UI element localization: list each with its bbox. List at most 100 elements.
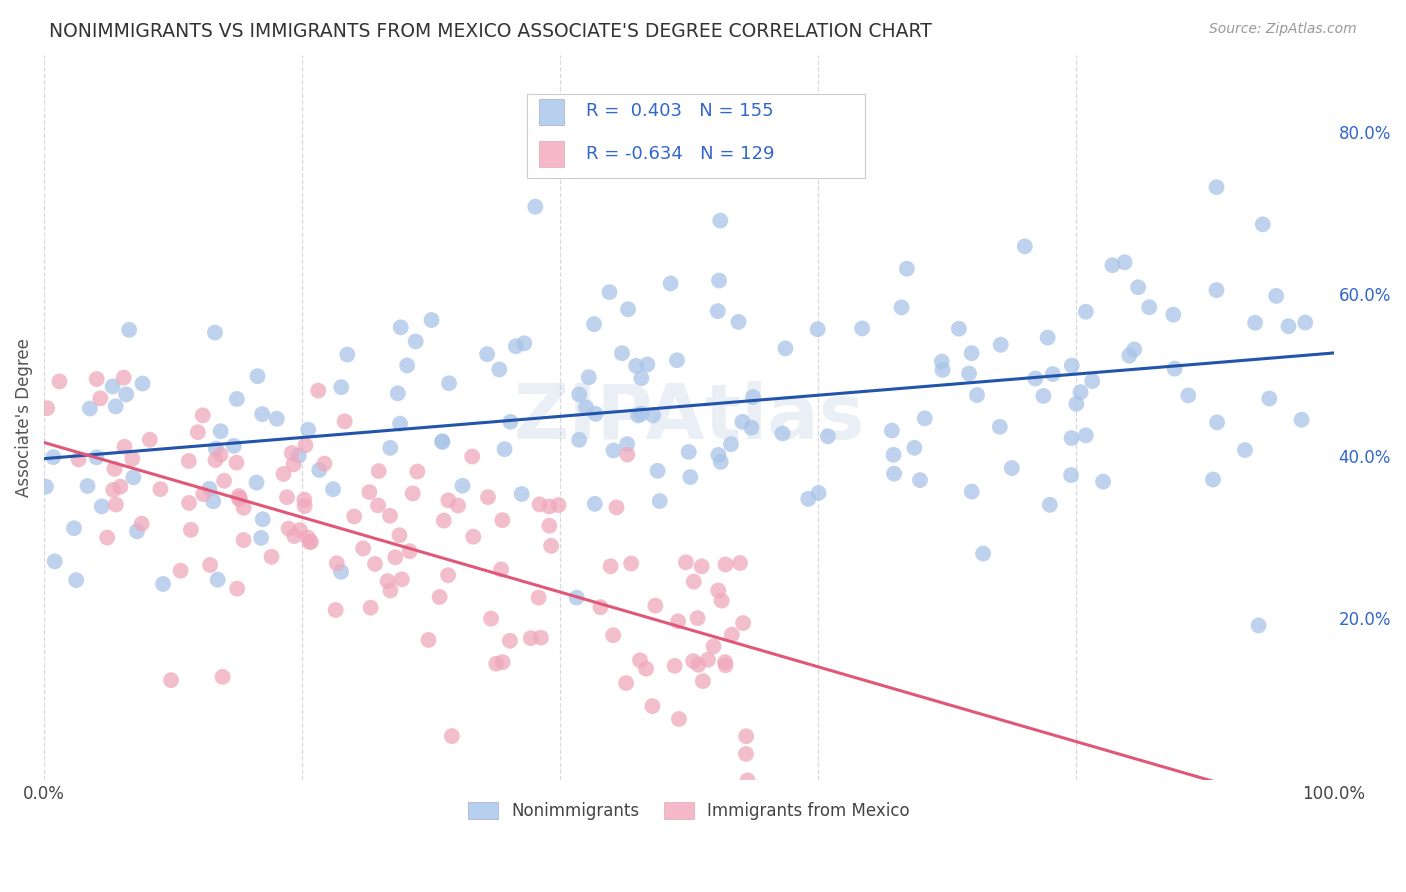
Point bbox=[575, 401, 598, 415]
Point bbox=[1177, 388, 1199, 402]
Point bbox=[647, 464, 669, 478]
Point bbox=[1036, 330, 1059, 344]
Point bbox=[817, 429, 839, 443]
Point bbox=[714, 658, 737, 673]
Point bbox=[678, 445, 700, 459]
Point bbox=[740, 420, 762, 434]
Point bbox=[266, 411, 288, 425]
Point bbox=[398, 544, 420, 558]
Point bbox=[228, 489, 250, 503]
Point bbox=[1244, 316, 1267, 330]
Point bbox=[1001, 461, 1024, 475]
Point bbox=[914, 411, 936, 425]
Point bbox=[710, 455, 733, 469]
Point bbox=[420, 313, 443, 327]
Point bbox=[682, 654, 704, 668]
Point bbox=[641, 699, 664, 714]
Point bbox=[294, 438, 316, 452]
Point bbox=[35, 480, 58, 494]
Point bbox=[118, 323, 141, 337]
Point bbox=[1039, 498, 1062, 512]
Point bbox=[485, 657, 508, 671]
Point bbox=[583, 497, 606, 511]
Point bbox=[1258, 392, 1281, 406]
Point bbox=[104, 400, 127, 414]
Point bbox=[115, 387, 138, 401]
Point bbox=[232, 500, 254, 515]
Point bbox=[294, 499, 316, 513]
Point bbox=[125, 524, 148, 539]
Point bbox=[44, 554, 66, 568]
Point bbox=[538, 518, 561, 533]
Point bbox=[222, 439, 245, 453]
Point bbox=[807, 486, 830, 500]
Point bbox=[807, 322, 830, 336]
Point bbox=[1206, 416, 1229, 430]
Point bbox=[260, 549, 283, 564]
Point bbox=[273, 467, 295, 481]
Point bbox=[418, 632, 440, 647]
Legend: Nonimmigrants, Immigrants from Mexico: Nonimmigrants, Immigrants from Mexico bbox=[461, 795, 917, 826]
Point bbox=[737, 773, 759, 788]
Point bbox=[540, 539, 562, 553]
Point bbox=[707, 273, 730, 287]
Point bbox=[204, 453, 226, 467]
Point bbox=[1060, 359, 1083, 373]
Text: R =  0.403   N = 155: R = 0.403 N = 155 bbox=[586, 103, 773, 120]
Point bbox=[1233, 443, 1256, 458]
Point bbox=[207, 573, 229, 587]
Point bbox=[1092, 475, 1115, 489]
Point bbox=[281, 446, 304, 460]
Point bbox=[277, 522, 299, 536]
Point bbox=[1081, 374, 1104, 388]
Point bbox=[86, 372, 108, 386]
Point bbox=[714, 655, 737, 669]
Point bbox=[405, 334, 427, 349]
Point bbox=[1066, 397, 1088, 411]
Point bbox=[547, 498, 569, 512]
Point bbox=[697, 653, 720, 667]
Point bbox=[475, 347, 498, 361]
Point bbox=[513, 336, 536, 351]
Point bbox=[1163, 361, 1185, 376]
Point bbox=[634, 662, 657, 676]
Point bbox=[636, 358, 658, 372]
Point bbox=[686, 611, 709, 625]
Text: ZIPAtlas: ZIPAtlas bbox=[513, 381, 865, 455]
Point bbox=[688, 657, 710, 672]
Point bbox=[707, 583, 730, 598]
Point bbox=[211, 670, 233, 684]
Point bbox=[908, 473, 931, 487]
Point bbox=[396, 359, 419, 373]
Point bbox=[931, 354, 953, 368]
Point bbox=[1123, 343, 1146, 357]
Point bbox=[37, 401, 59, 416]
Point bbox=[152, 577, 174, 591]
Point bbox=[1074, 304, 1097, 318]
Point bbox=[360, 600, 382, 615]
Point bbox=[432, 434, 454, 449]
Point bbox=[620, 557, 643, 571]
Point bbox=[602, 628, 624, 642]
Point bbox=[499, 415, 522, 429]
Point bbox=[364, 557, 387, 571]
Point bbox=[1042, 367, 1064, 381]
Point bbox=[772, 426, 794, 441]
Point bbox=[1126, 280, 1149, 294]
Point bbox=[903, 441, 925, 455]
Point bbox=[1163, 308, 1185, 322]
Point bbox=[225, 392, 247, 406]
Point bbox=[202, 494, 225, 508]
Point bbox=[297, 531, 319, 545]
Point bbox=[330, 565, 353, 579]
Point bbox=[76, 479, 98, 493]
Point bbox=[180, 523, 202, 537]
Point bbox=[204, 326, 226, 340]
Point bbox=[880, 424, 903, 438]
Point bbox=[883, 467, 905, 481]
Point bbox=[527, 591, 550, 605]
Point bbox=[89, 392, 111, 406]
Point bbox=[103, 462, 125, 476]
Point bbox=[1251, 218, 1274, 232]
Point bbox=[65, 573, 87, 587]
